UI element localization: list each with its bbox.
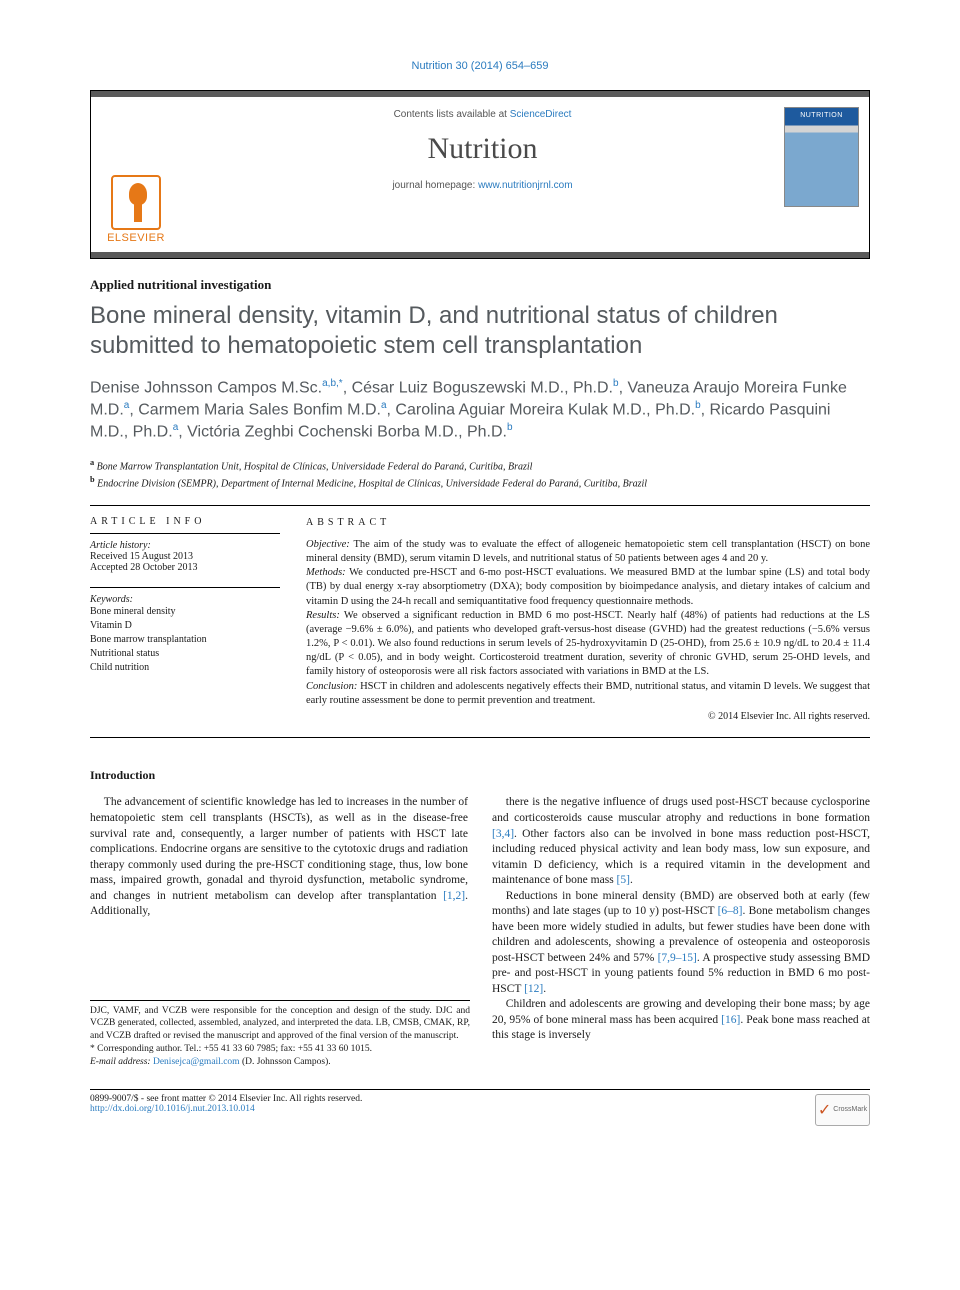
email-tail: (D. Johnsson Campos).	[240, 1057, 331, 1067]
body-p4: Children and adolescents are growing and…	[492, 997, 870, 1044]
conclusion-text: HSCT in children and adolescents negativ…	[306, 681, 870, 706]
bottom-bar: 0899-9007/$ - see front matter © 2014 El…	[90, 1089, 870, 1126]
ref-6-8[interactable]: [6–8]	[718, 905, 743, 917]
corr-tel: +55 41 33 60 7985	[204, 1044, 276, 1054]
ref-5[interactable]: [5]	[617, 874, 630, 886]
methods-text: We conducted pre-HSCT and 6-mo post-HSCT…	[306, 567, 870, 606]
affiliation-a: Bone Marrow Transplantation Unit, Hospit…	[97, 461, 533, 472]
contribution-note: DJC, VAMF, and VCZB were responsible for…	[90, 1005, 470, 1043]
contents-line: Contents lists available at ScienceDirec…	[189, 109, 776, 120]
body-p1-text: The advancement of scientific knowledge …	[90, 796, 468, 901]
abstract-copyright: © 2014 Elsevier Inc. All rights reserved…	[306, 710, 870, 724]
keyword-item: Nutritional status	[90, 647, 280, 661]
keyword-item: Bone mineral density	[90, 605, 280, 619]
journal-name: Nutrition	[189, 132, 776, 166]
affiliations: a Bone Marrow Transplantation Unit, Hosp…	[90, 457, 870, 492]
email-link[interactable]: Denisejca@gmail.com	[153, 1057, 240, 1067]
keyword-item: Child nutrition	[90, 661, 280, 675]
abstract-col: ABSTRACT Objective: The aim of the study…	[306, 516, 870, 723]
elsevier-label: ELSEVIER	[107, 232, 165, 244]
elsevier-tree-icon	[111, 175, 161, 230]
article-title: Bone mineral density, vitamin D, and nut…	[90, 301, 870, 361]
methods-label: Methods:	[306, 567, 346, 578]
objective-text: The aim of the study was to evaluate the…	[306, 539, 870, 564]
email-label: E-mail address:	[90, 1057, 153, 1067]
body-p2: there is the negative influence of drugs…	[492, 795, 870, 888]
body-p2-mid: . Other factors also can be involved in …	[492, 828, 870, 887]
issn-line: 0899-9007/$ - see front matter © 2014 El…	[90, 1094, 362, 1104]
body-p3-tail: .	[543, 983, 546, 995]
keywords-list: Bone mineral densityVitamin DBone marrow…	[90, 605, 280, 675]
results-label: Results:	[306, 610, 340, 621]
elsevier-logo-col: ELSEVIER	[91, 97, 181, 252]
body-p2-text: there is the negative influence of drugs…	[492, 796, 870, 824]
corr-label: * Corresponding author. Tel.:	[90, 1044, 204, 1054]
body-columns: The advancement of scientific knowledge …	[90, 795, 870, 1068]
homepage-link[interactable]: www.nutritionjrnl.com	[478, 180, 572, 191]
journal-header: ELSEVIER Contents lists available at Sci…	[90, 90, 870, 259]
article-type: Applied nutritional investigation	[90, 277, 870, 293]
header-bar-bottom	[91, 252, 869, 258]
cover-col	[784, 97, 869, 252]
corr-fax: +55 41 33 60 1015.	[298, 1044, 372, 1054]
authors: Denise Johnsson Campos M.Sc.a,b,*, César…	[90, 377, 870, 443]
crossmark-icon[interactable]: CrossMark	[815, 1094, 870, 1126]
results-text: We observed a significant reduction in B…	[306, 610, 870, 678]
article-info-head: ARTICLE INFO	[90, 516, 280, 527]
objective-label: Objective:	[306, 539, 350, 550]
journal-reference: Nutrition 30 (2014) 654–659	[90, 60, 870, 72]
body-p2-tail: .	[630, 874, 633, 886]
body-p3: Reductions in bone mineral density (BMD)…	[492, 889, 870, 998]
keyword-item: Vitamin D	[90, 619, 280, 633]
conclusion-label: Conclusion:	[306, 681, 357, 692]
body-p1: The advancement of scientific knowledge …	[90, 795, 468, 919]
sciencedirect-link[interactable]: ScienceDirect	[510, 109, 572, 120]
introduction-heading: Introduction	[90, 768, 870, 783]
ref-1-2[interactable]: [1,2]	[443, 890, 465, 902]
doi-link[interactable]: http://dx.doi.org/10.1016/j.nut.2013.10.…	[90, 1104, 255, 1114]
received-date: Received 15 August 2013	[90, 551, 193, 562]
corr-fax-label: ; fax:	[276, 1044, 298, 1054]
history-label: Article history:	[90, 540, 151, 551]
article-info-col: ARTICLE INFO Article history: Received 1…	[90, 516, 280, 723]
keyword-item: Bone marrow transplantation	[90, 633, 280, 647]
cover-thumbnail	[784, 107, 859, 207]
ref-12[interactable]: [12]	[524, 983, 543, 995]
homepage-pre: journal homepage:	[392, 180, 478, 191]
abstract-head: ABSTRACT	[306, 516, 870, 530]
contents-pre: Contents lists available at	[394, 109, 510, 120]
footnote-block: DJC, VAMF, and VCZB were responsible for…	[90, 1000, 470, 1069]
ref-3-4[interactable]: [3,4]	[492, 828, 514, 840]
ref-16[interactable]: [16]	[721, 1014, 740, 1026]
affiliation-b: Endocrine Division (SEMPR), Department o…	[97, 478, 647, 489]
homepage-line: journal homepage: www.nutritionjrnl.com	[189, 180, 776, 191]
accepted-date: Accepted 28 October 2013	[90, 562, 197, 573]
keywords-label: Keywords:	[90, 594, 133, 605]
ref-7-15[interactable]: [7,9–15]	[658, 952, 697, 964]
